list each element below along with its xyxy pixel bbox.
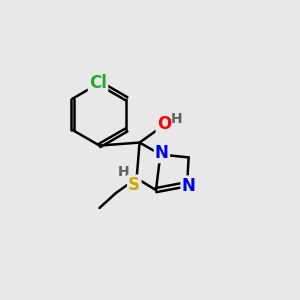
Text: N: N (182, 177, 196, 195)
Text: Cl: Cl (89, 74, 107, 92)
Text: H: H (171, 112, 183, 126)
Text: S: S (128, 176, 140, 194)
Text: O: O (157, 115, 171, 133)
Text: H: H (117, 165, 129, 179)
Text: N: N (155, 144, 169, 162)
